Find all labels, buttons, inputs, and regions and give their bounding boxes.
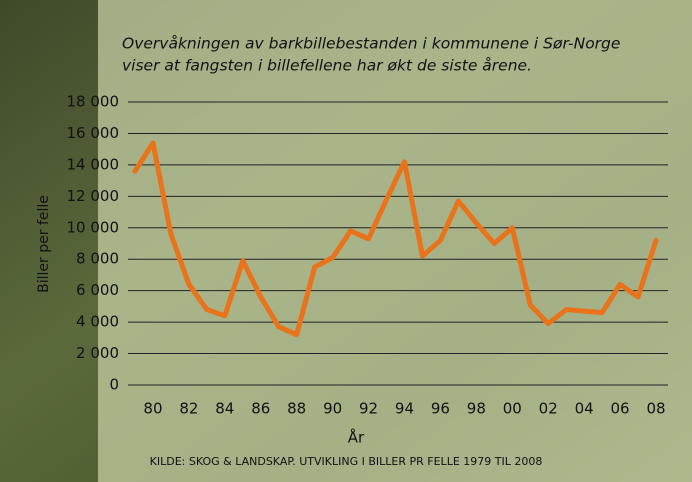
x-tick-label: 04 [575, 400, 594, 418]
y-tick-label: 16 000 [67, 124, 120, 142]
x-tick-label: 00 [503, 400, 522, 418]
x-tick-label: 80 [143, 400, 162, 418]
y-tick-label: 18 000 [67, 93, 120, 111]
x-tick-label: 98 [467, 400, 486, 418]
x-tick-label: 92 [359, 400, 378, 418]
x-tick-label: 06 [611, 400, 630, 418]
x-tick-label: 82 [179, 400, 198, 418]
source-note: KILDE: SKOG & LANDSKAP. UTVIKLING I BILL… [150, 455, 543, 468]
y-tick-label: 10 000 [67, 218, 120, 236]
y-tick-label: 8 000 [76, 250, 119, 268]
x-tick-label: 94 [395, 400, 414, 418]
x-axis-label: År [348, 428, 365, 447]
chart-title: Overvåkningen av barkbillebestanden i ko… [122, 35, 620, 53]
y-tick-label: 6 000 [76, 281, 119, 299]
x-tick-label: 08 [646, 400, 665, 418]
x-tick-label: 88 [287, 400, 306, 418]
chart: Overvåkningen av barkbillebestanden i ko… [0, 0, 692, 482]
y-tick-label: 0 [109, 376, 119, 394]
chart-title: viser at fangsten i billefellene har økt… [122, 57, 532, 75]
x-tick-label: 96 [431, 400, 450, 418]
x-tick-label: 02 [539, 400, 558, 418]
x-tick-label: 90 [323, 400, 342, 418]
page: Overvåkningen av barkbillebestanden i ko… [0, 0, 692, 482]
x-tick-label: 84 [215, 400, 234, 418]
y-tick-label: 12 000 [67, 187, 120, 205]
y-axis-label: Biller per felle [36, 195, 52, 293]
x-tick-label: 86 [251, 400, 270, 418]
y-tick-label: 14 000 [67, 155, 120, 173]
y-tick-label: 2 000 [76, 344, 119, 362]
y-tick-label: 4 000 [76, 313, 119, 331]
